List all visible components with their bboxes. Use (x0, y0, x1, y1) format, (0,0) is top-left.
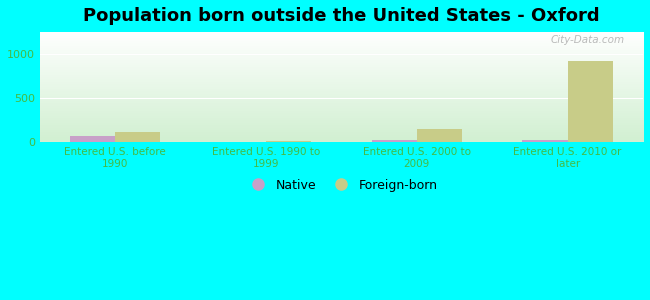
Bar (266, 141, 311, 142)
Text: City-Data.com: City-Data.com (551, 35, 625, 45)
Bar (372, 140, 417, 142)
Bar (115, 132, 161, 142)
Bar (70, 136, 115, 142)
Title: Population born outside the United States - Oxford: Population born outside the United State… (83, 7, 600, 25)
Legend: Native, Foreign-born: Native, Foreign-born (240, 174, 443, 196)
Bar (417, 130, 462, 142)
Bar (523, 140, 567, 142)
Bar (567, 61, 613, 142)
